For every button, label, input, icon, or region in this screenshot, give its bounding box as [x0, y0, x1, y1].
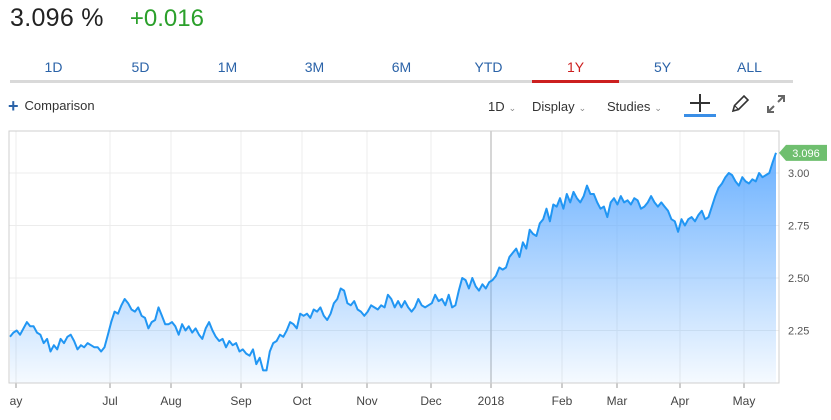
range-tabs: 1D 5D 1M 3M 6M YTD 1Y 5Y ALL	[10, 54, 793, 83]
tab-5y[interactable]: 5Y	[653, 59, 672, 75]
x-tick-label: Mar	[607, 394, 628, 408]
series-area	[10, 152, 776, 383]
display-dropdown[interactable]: Display ⌄	[532, 99, 586, 114]
studies-dropdown[interactable]: Studies ⌄	[607, 99, 662, 114]
x-tick-label: Sep	[230, 394, 252, 408]
x-tick-label: Oct	[293, 394, 312, 408]
tab-1m[interactable]: 1M	[217, 59, 238, 75]
x-tick-label: Nov	[356, 394, 377, 408]
studies-label: Studies	[607, 99, 651, 114]
last-value-label: 3.096	[792, 148, 820, 160]
tab-all[interactable]: ALL	[737, 59, 762, 75]
interval-dropdown[interactable]: 1D ⌄	[488, 99, 516, 114]
tab-3m[interactable]: 3M	[304, 59, 325, 75]
comparison-button[interactable]: + Comparison	[8, 95, 95, 116]
display-label: Display	[532, 99, 575, 114]
chevron-down-icon: ⌄	[578, 103, 587, 113]
x-tick-label: ay	[10, 394, 23, 408]
x-tick-label: 2018	[478, 394, 505, 408]
plot-frame	[8, 130, 780, 384]
tab-1d[interactable]: 1D	[44, 59, 63, 75]
expand-icon[interactable]	[764, 92, 788, 116]
x-tick-label: May	[733, 394, 756, 408]
y-tick-label: 2.25	[788, 326, 809, 338]
y-tick-label: 2.75	[788, 221, 809, 233]
price-change: +0.016	[129, 5, 204, 32]
x-tick-label: Dec	[420, 394, 441, 408]
tab-1y[interactable]: 1Y	[532, 54, 619, 83]
chart-toolbar: + Comparison 1D ⌄ Display ⌄ Studies ⌄	[0, 92, 831, 122]
chevron-down-icon: ⌄	[508, 103, 517, 113]
x-tick-label: Apr	[671, 394, 690, 408]
last-price: 3.096 %	[10, 4, 104, 32]
pencil-icon[interactable]	[728, 92, 752, 116]
tab-ytd[interactable]: YTD	[474, 59, 503, 75]
tab-5d[interactable]: 5D	[131, 59, 150, 75]
tab-6m[interactable]: 6M	[391, 59, 412, 75]
y-tick-label: 2.50	[788, 273, 809, 285]
x-tick-label: Aug	[160, 394, 181, 408]
plus-icon: +	[8, 95, 19, 116]
comparison-label: Comparison	[24, 98, 95, 113]
quote-header: 3.096 % +0.016	[10, 4, 204, 40]
x-tick-label: Feb	[552, 394, 573, 408]
interval-label: 1D	[488, 99, 505, 114]
x-tick-label: Jul	[102, 394, 117, 408]
chevron-down-icon: ⌄	[654, 103, 662, 113]
series-line	[9, 152, 777, 372]
last-value-badge	[779, 144, 827, 161]
y-tick-label: 3.00	[788, 168, 809, 180]
crosshair-icon[interactable]	[684, 92, 716, 117]
